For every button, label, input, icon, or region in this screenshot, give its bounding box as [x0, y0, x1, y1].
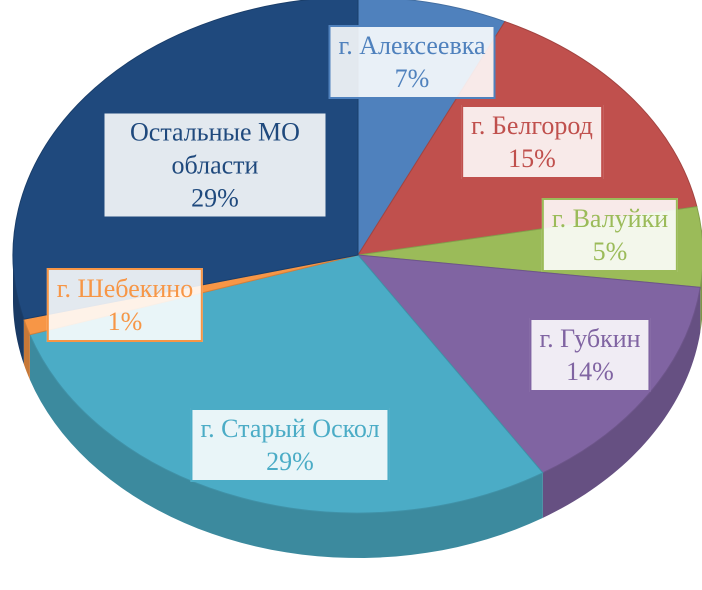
category-label: г. Валуйки	[551, 204, 669, 233]
value-label: 14%	[566, 357, 614, 386]
data-label: г. Губкин 14%	[529, 318, 651, 392]
category-label: г. Алексеевка	[338, 31, 486, 60]
data-label: г. Валуйки 5%	[541, 198, 679, 272]
value-label: 15%	[508, 144, 556, 173]
data-label: г. Алексеевка 7%	[328, 25, 496, 99]
pie-slice	[356, 254, 701, 474]
value-label: 29%	[191, 183, 239, 213]
slice-side	[13, 255, 24, 365]
data-label: г. Белгород 15%	[461, 105, 603, 179]
category-label: Остальные МО области	[130, 117, 300, 180]
category-label: г. Шебекино	[56, 274, 194, 303]
slice-side	[542, 287, 701, 518]
data-label: г. Старый Оскол 29%	[190, 408, 390, 482]
slice-side	[29, 334, 543, 558]
data-label: г. Шебекино 1%	[46, 268, 204, 342]
value-label: 5%	[592, 237, 628, 266]
value-label: 1%	[107, 307, 143, 336]
category-label: г. Старый Оскол	[200, 414, 380, 443]
category-label: г. Губкин	[539, 324, 641, 353]
value-label: 29%	[266, 447, 314, 476]
data-label: Остальные МО области 29%	[102, 111, 328, 219]
slice-side	[23, 319, 30, 380]
value-label: 7%	[394, 64, 430, 93]
category-label: г. Белгород	[471, 111, 593, 140]
